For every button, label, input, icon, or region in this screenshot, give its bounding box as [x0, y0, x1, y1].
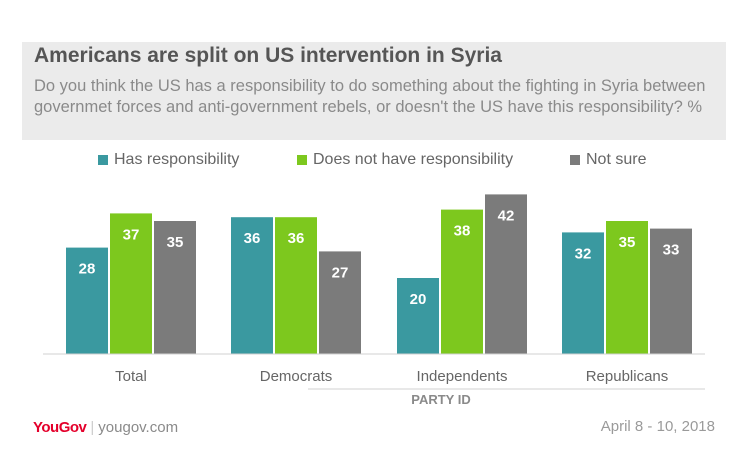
chart-legend: Has responsibility Does not have respons…: [0, 148, 737, 172]
bar-total-2: [110, 213, 152, 354]
data-label: 36: [288, 230, 305, 247]
chart-title: Americans are split on US intervention i…: [34, 44, 502, 67]
legend-label-not-sure: Not sure: [586, 151, 647, 168]
bar-independents-1: [397, 278, 439, 354]
bar-chart: 28 37 35 Total 36 36 27 Democrats 20 38 42 Independ…: [43, 194, 705, 407]
data-label: 35: [167, 234, 184, 251]
bar-total-1: [66, 247, 108, 354]
data-label: 42: [498, 207, 515, 224]
legend-item-not-responsibility: Does not have responsibility: [297, 148, 513, 172]
brand: YouGov | yougov.com: [33, 416, 178, 438]
survey-date: April 8 - 10, 2018: [600, 418, 715, 435]
yougov-logo: YouGov: [33, 418, 87, 436]
x-axis-title: PARTY ID: [411, 392, 470, 407]
data-label: 28: [79, 261, 96, 278]
bar-total-3: [154, 221, 196, 354]
data-label: 35: [619, 234, 636, 251]
bar-democrats-1: [231, 217, 273, 354]
category-label: Independents: [417, 368, 508, 385]
category-label: Republicans: [586, 368, 669, 385]
bar-republicans-2: [606, 221, 648, 354]
legend-item-not-sure: Not sure: [570, 148, 646, 172]
legend-label-not-responsibility: Does not have responsibility: [313, 151, 514, 168]
legend-swatch-has-responsibility: [98, 155, 108, 165]
data-label: 27: [332, 264, 349, 281]
legend-swatch-not-sure: [570, 155, 580, 165]
data-label: 20: [410, 291, 427, 308]
bar-independents-3: [485, 194, 527, 354]
data-label: 38: [454, 223, 471, 240]
bar-republicans-1: [562, 232, 604, 354]
data-label: 32: [575, 245, 592, 262]
bar-democrats-3: [319, 251, 361, 354]
category-label: Democrats: [260, 368, 333, 385]
legend-item-has-responsibility: Has responsibility: [98, 148, 239, 172]
bar-democrats-2: [275, 217, 317, 354]
bar-independents-2: [441, 209, 483, 354]
brand-url: yougov.com: [98, 418, 179, 436]
brand-separator: |: [90, 418, 95, 436]
category-label: Total: [115, 368, 147, 385]
legend-swatch-not-responsibility: [297, 155, 307, 165]
chart-subtitle: Do you think the US has a responsibility…: [34, 77, 706, 116]
data-label: 37: [123, 226, 140, 243]
bar-republicans-3: [650, 228, 692, 354]
data-label: 36: [244, 230, 261, 247]
chart-header: Americans are split on US intervention i…: [22, 42, 726, 140]
data-label: 33: [663, 242, 680, 259]
legend-label-has-responsibility: Has responsibility: [114, 151, 240, 168]
